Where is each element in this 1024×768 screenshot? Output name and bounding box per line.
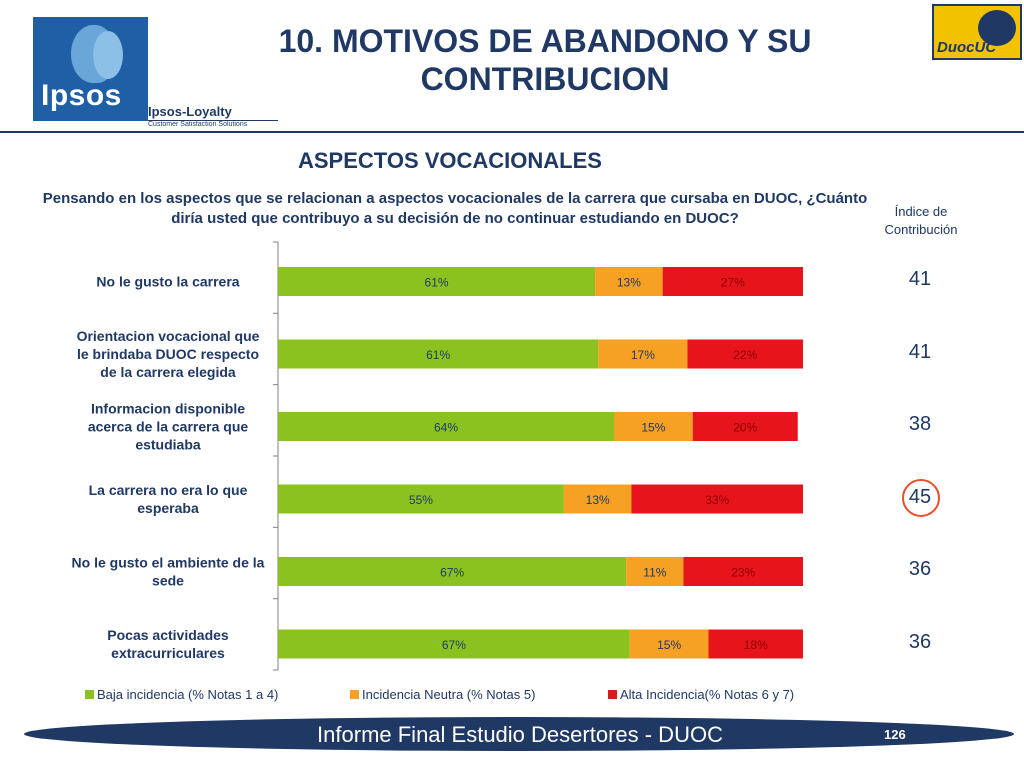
bar-segment — [278, 557, 627, 586]
bar-segment — [626, 557, 684, 586]
bar-segment — [595, 267, 663, 296]
bar-segment — [708, 629, 803, 659]
index-value: 41 — [908, 268, 932, 290]
data-label: 67% — [440, 566, 464, 580]
data-label: 64% — [434, 421, 458, 435]
ipsos-loyalty-tagline: Customer Satisfaction Solutions — [148, 120, 278, 128]
ipsos-logo-wordmark: Ipsos — [41, 79, 122, 112]
data-label: 67% — [442, 638, 466, 652]
data-label: 27% — [721, 276, 745, 290]
category-label: le brindaba DUOC respecto — [77, 346, 259, 362]
ipsos-loyalty-name: Ipsos-Loyalty — [148, 104, 232, 119]
ipsos-loyalty-logo: Ipsos-Loyalty Customer Satisfaction Solu… — [148, 104, 278, 128]
category-label: Orientacion vocacional que — [77, 328, 260, 344]
category-label: sede — [152, 573, 184, 589]
bar-segment — [278, 339, 599, 369]
index-value: 36 — [908, 630, 932, 653]
data-label: 61% — [426, 348, 450, 362]
index-value: 36 — [908, 558, 932, 580]
category-label: Informacion disponible — [91, 401, 245, 417]
duoc-logo: DuocUC — [932, 4, 1022, 60]
category-label: acerca de la carrera que — [88, 419, 249, 435]
data-label: 22% — [733, 348, 757, 362]
index-header-line1: Índice de — [894, 204, 948, 219]
category-label: No le gusto la carrera — [96, 274, 239, 290]
legend-swatch — [85, 690, 94, 699]
category-label: Pocas actividades — [107, 627, 229, 643]
legend-swatch — [608, 690, 617, 699]
data-label: 61% — [425, 276, 449, 290]
legend-swatch — [350, 690, 359, 699]
data-label: 11% — [643, 566, 666, 580]
category-label: de la carrera elegida — [100, 364, 236, 380]
index-header: Índice de Contribución — [866, 203, 976, 239]
title-divider — [0, 131, 1024, 133]
bar-segment — [563, 484, 632, 514]
index-header-line2: Contribución — [884, 222, 958, 237]
data-label: 15% — [657, 638, 681, 652]
data-label: 18% — [744, 638, 768, 652]
bar-segment — [687, 339, 803, 369]
data-label: 55% — [409, 493, 433, 507]
data-label: 20% — [733, 421, 757, 435]
highlight-circle — [902, 478, 940, 517]
legend-label: Incidencia Neutra (% Notas 5) — [362, 687, 535, 702]
bar-segment — [278, 412, 614, 441]
legend-label: Baja incidencia (% Notas 1 a 4) — [97, 687, 278, 702]
category-label: esperaba — [137, 500, 199, 516]
ipsos-logo: Ipsos — [33, 17, 148, 121]
page-title-line1: 10. MOTIVOS DE ABANDONO Y SU — [278, 23, 812, 59]
page-title-line2: CONTRIBUCION — [420, 61, 670, 97]
bar-segment — [692, 412, 798, 441]
data-label: 17% — [631, 348, 655, 362]
ipsos-face-graphic-secondary — [93, 31, 123, 79]
category-label: La carrera no era lo que — [89, 482, 248, 498]
survey-question: Pensando en los aspectos que se relacion… — [42, 190, 868, 227]
index-value: 41 — [908, 340, 932, 363]
footer-banner — [24, 717, 1014, 751]
bar-segment — [598, 339, 688, 369]
duoc-logo-wordmark: DuocUC — [937, 39, 997, 56]
bar-segment — [278, 267, 596, 296]
bar-segment — [278, 629, 630, 659]
data-label: 13% — [617, 276, 641, 290]
data-label: 23% — [731, 566, 755, 580]
category-label: extracurriculares — [111, 645, 225, 661]
data-label: 15% — [641, 421, 665, 435]
bar-segment — [614, 412, 693, 441]
index-value: 38 — [908, 413, 932, 435]
page-number: 126 — [884, 727, 906, 742]
bar-segment — [683, 557, 803, 586]
category-label: estudiaba — [135, 437, 201, 453]
stacked-bar-chart: No le gusto la carrera 61% 13% 27% Orientaci… — [72, 241, 803, 702]
page-title: 10. MOTIVOS DE ABANDONO Y SU CONTRIBUCIO… — [240, 22, 850, 98]
section-subtitle: ASPECTOS VOCACIONALES — [298, 148, 602, 173]
bar-segment — [629, 629, 709, 659]
category-label: No le gusto el ambiente de la — [72, 555, 265, 571]
data-label: 13% — [586, 493, 610, 507]
legend-label: Alta Incidencia(% Notas 6 y 7) — [620, 687, 794, 702]
footer-title: Informe Final Estudio Desertores - DUOC — [317, 722, 723, 747]
duoc-emblem-icon — [976, 8, 1018, 48]
bar-segment — [278, 484, 564, 514]
data-label: 33% — [705, 493, 729, 507]
bar-segment — [662, 267, 803, 296]
bar-segment — [631, 484, 803, 514]
